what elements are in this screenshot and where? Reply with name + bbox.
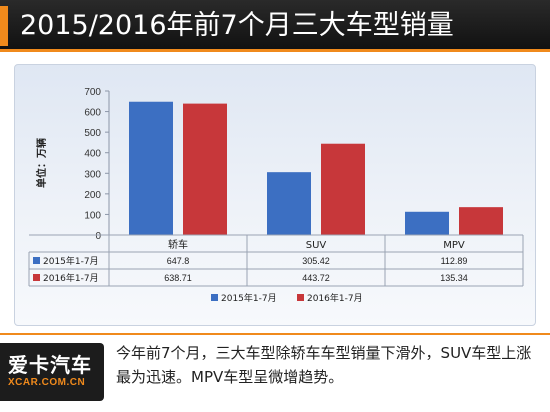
- legend-swatch-0: [211, 294, 218, 301]
- xcar-logo: 爱卡汽车 XCAR.COM.CN: [0, 343, 104, 401]
- bar-2015-1: [267, 172, 311, 235]
- data-value-label: 135.34: [440, 273, 468, 283]
- table-legend-swatch: [33, 274, 40, 281]
- y-axis-title: 单位：万辆: [35, 138, 48, 188]
- y-tick-label: 700: [84, 87, 101, 98]
- table-series-label: 2015年1-7月: [43, 255, 99, 267]
- bar-2015-0: [129, 101, 173, 235]
- chart-panel: 0 100 200 300 400 500 600 700 单位：万辆轿车 SUV MPV 2015年…: [14, 64, 536, 326]
- y-tick-label: 0: [95, 231, 101, 242]
- x-category-label: SUV: [306, 240, 327, 251]
- page-title: 2015/2016年前7个月三大车型销量: [20, 10, 454, 41]
- y-tick-label: 400: [84, 149, 101, 160]
- bar-2016-2: [459, 207, 503, 235]
- title-bar: 2015/2016年前7个月三大车型销量: [0, 0, 550, 52]
- legend-label: 2016年1-7月: [307, 292, 363, 304]
- title-accent: [0, 6, 8, 46]
- x-category-label: MPV: [443, 240, 465, 251]
- data-value-label: 647.8: [167, 256, 190, 266]
- logo-wordmark: 爱卡汽车: [8, 353, 92, 377]
- table-legend-swatch: [33, 257, 40, 264]
- y-tick-label: 500: [84, 128, 101, 139]
- y-tick-label: 100: [84, 210, 101, 221]
- footer-divider: [0, 333, 550, 335]
- y-tick-label: 200: [84, 190, 101, 201]
- y-tick-label: 600: [84, 108, 101, 119]
- data-value-label: 112.89: [441, 256, 468, 266]
- caption-text: 今年前7个月，三大车型除轿车车型销量下滑外，SUV车型上涨最为迅速。MPV车型呈…: [116, 344, 532, 386]
- data-value-label: 443.72: [302, 273, 330, 283]
- footer: 爱卡汽车 XCAR.COM.CN 今年前7个月，三大车型除轿车车型销量下滑外，S…: [0, 335, 550, 412]
- data-value-label: 638.71: [164, 273, 192, 283]
- data-value-label: 305.42: [302, 256, 330, 266]
- table-series-label: 2016年1-7月: [43, 272, 99, 284]
- legend-swatch-1: [297, 294, 304, 301]
- bar-2016-0: [183, 103, 227, 235]
- x-category-label: 轿车: [168, 238, 188, 251]
- bar-2016-1: [321, 143, 365, 235]
- y-tick-label: 300: [84, 169, 101, 180]
- logo-domain: XCAR.COM.CN: [8, 377, 86, 388]
- legend-label: 2015年1-7月: [221, 292, 277, 304]
- bar-2015-2: [405, 211, 449, 235]
